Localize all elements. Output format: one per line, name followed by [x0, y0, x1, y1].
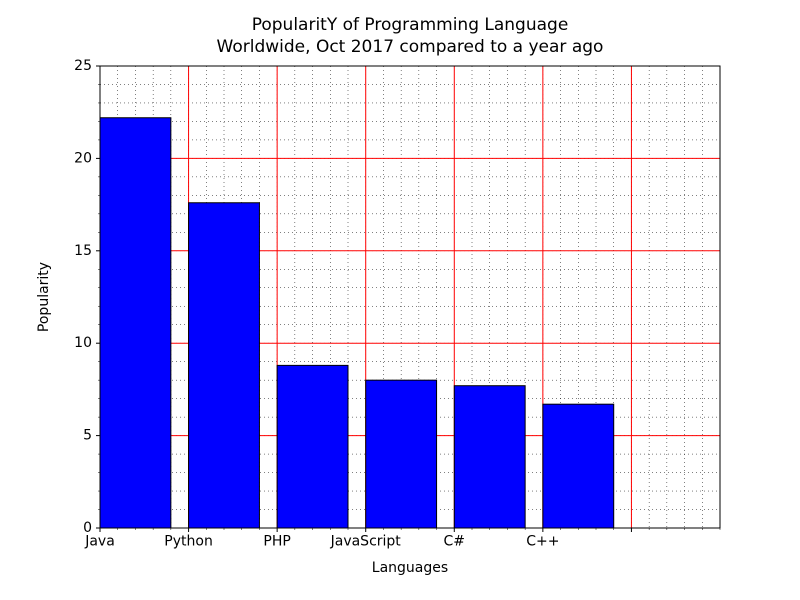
y-tick-label: 10: [74, 335, 92, 351]
y-axis-label: Popularity: [36, 262, 52, 332]
x-tick-label: C#: [444, 534, 466, 550]
bar: [100, 118, 171, 528]
x-axis-label: Languages: [372, 560, 448, 576]
y-tick-label: 5: [83, 428, 92, 444]
chart-title-line1: PopularitY of Programming Language: [252, 15, 569, 35]
x-tick-label: Python: [164, 534, 213, 550]
bar: [189, 203, 260, 528]
y-tick-label: 25: [74, 58, 92, 74]
bar: [454, 386, 525, 528]
x-tick-label: Java: [84, 534, 115, 550]
y-tick-label: 15: [74, 243, 92, 259]
x-tick-label: JavaScript: [330, 534, 402, 550]
y-tick-label: 20: [74, 150, 92, 166]
chart-title-line2: Worldwide, Oct 2017 compared to a year a…: [217, 37, 604, 57]
bar: [366, 380, 437, 528]
bar: [543, 404, 614, 528]
x-tick-label: C++: [526, 534, 559, 550]
bar: [277, 365, 348, 528]
x-tick-label: PHP: [263, 534, 290, 550]
